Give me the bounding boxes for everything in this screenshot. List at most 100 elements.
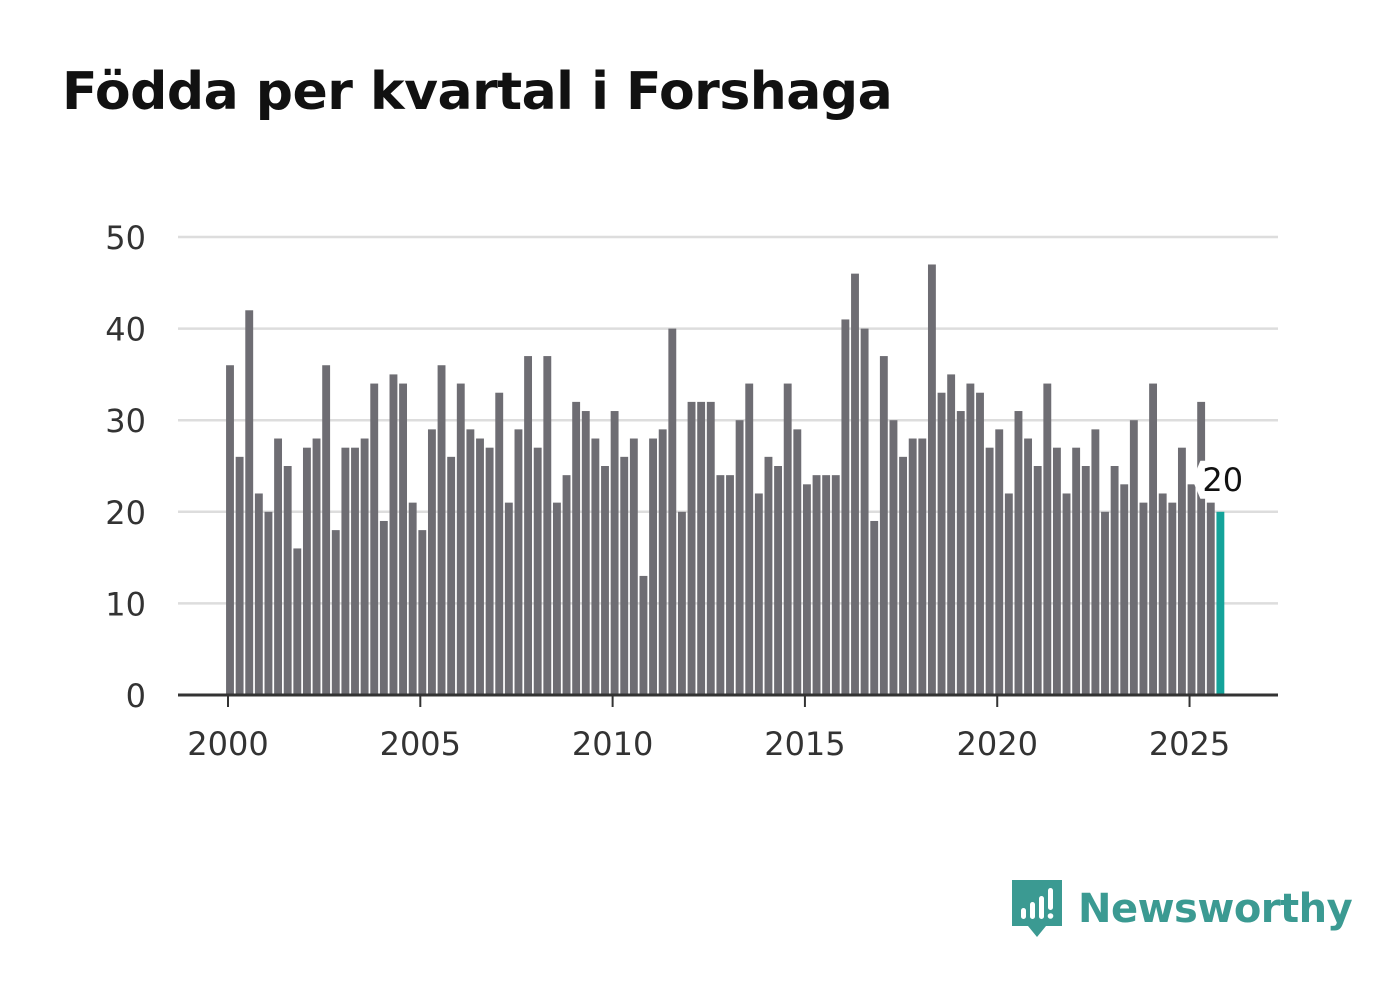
bar — [1197, 401, 1206, 695]
y-tick-label: 50 — [105, 219, 146, 257]
bar — [1062, 493, 1071, 695]
bar — [1129, 420, 1138, 695]
bar — [851, 273, 859, 695]
bar — [812, 475, 821, 695]
bar — [706, 401, 715, 695]
bar — [937, 392, 946, 695]
bar — [264, 511, 273, 695]
bar — [1072, 447, 1081, 695]
bar — [658, 429, 667, 695]
bar — [947, 374, 956, 695]
bar — [1024, 438, 1033, 695]
bar — [437, 365, 446, 695]
bar — [774, 466, 783, 695]
bar — [322, 365, 331, 695]
x-tick-label: 2020 — [957, 725, 1038, 763]
bar-highlight — [1216, 511, 1225, 695]
bar — [649, 438, 658, 695]
bar — [466, 429, 475, 695]
bar — [1206, 502, 1215, 695]
bar — [476, 438, 484, 695]
bar — [966, 383, 975, 695]
bar — [495, 392, 504, 695]
newsworthy-icon — [1012, 880, 1062, 937]
bars — [226, 264, 1225, 695]
bar — [601, 466, 609, 695]
bar — [562, 475, 571, 695]
x-tick-label: 2000 — [187, 725, 268, 763]
bar — [745, 383, 754, 695]
bar — [1187, 484, 1196, 695]
bar — [427, 429, 436, 695]
bar — [870, 520, 879, 695]
x-tick-label: 2010 — [572, 725, 653, 763]
bar — [351, 447, 359, 695]
bar — [879, 356, 888, 695]
bar — [677, 511, 686, 695]
bar — [552, 502, 561, 695]
bar — [995, 429, 1004, 695]
bar — [581, 411, 590, 695]
bar — [831, 475, 840, 695]
bar — [1110, 466, 1119, 695]
bar — [985, 447, 994, 695]
bar — [1158, 493, 1167, 695]
chart-title: Födda per kvartal i Forshaga — [62, 62, 893, 122]
bar — [1091, 429, 1100, 695]
bar — [274, 438, 283, 695]
y-tick-label: 10 — [105, 585, 146, 623]
bar — [456, 383, 465, 695]
bar — [697, 401, 706, 695]
bar — [447, 456, 456, 695]
newsworthy-logo: Newsworthy — [1012, 880, 1353, 938]
bar — [610, 411, 619, 695]
bar — [764, 456, 773, 695]
axes: 0 10 20 30 40 50 2000 2005 2010 2015 2020 2025 — [105, 219, 1278, 763]
bar — [899, 456, 908, 695]
y-tick-label: 20 — [105, 494, 146, 532]
bar — [687, 401, 696, 695]
bar — [735, 420, 744, 695]
bar — [235, 456, 244, 695]
bar — [302, 447, 311, 695]
bar — [908, 438, 917, 695]
bar — [1149, 383, 1158, 695]
bar — [514, 429, 523, 695]
bar — [841, 319, 850, 695]
bar — [591, 438, 600, 695]
bar — [1101, 511, 1109, 695]
annotation: 20 — [1192, 460, 1245, 499]
bar — [408, 502, 417, 695]
bar — [1033, 466, 1042, 695]
bar — [572, 401, 581, 695]
bar — [793, 429, 802, 695]
bar — [254, 493, 263, 695]
bar — [283, 466, 292, 695]
annotation-label: 20 — [1202, 461, 1243, 499]
bar — [312, 438, 321, 695]
bar — [379, 520, 388, 695]
bar — [504, 502, 513, 695]
bar — [822, 475, 831, 695]
bar — [783, 383, 792, 695]
bar — [543, 356, 552, 695]
bar — [341, 447, 350, 695]
x-tick-label: 2025 — [1149, 725, 1230, 763]
bar — [485, 447, 494, 695]
y-tick-label: 30 — [105, 402, 146, 440]
bar — [620, 456, 629, 695]
bar — [226, 365, 234, 695]
bar — [668, 328, 677, 695]
bar — [1052, 447, 1061, 695]
bar — [1168, 502, 1177, 695]
bar — [956, 411, 965, 695]
bar — [331, 530, 340, 695]
bar — [245, 310, 254, 695]
bar — [754, 493, 763, 695]
bar — [1043, 383, 1052, 695]
bar — [1004, 493, 1013, 695]
bar — [524, 356, 533, 695]
annotation-label-background — [1192, 460, 1245, 499]
bar — [976, 392, 984, 695]
y-tick-label: 0 — [126, 677, 146, 715]
